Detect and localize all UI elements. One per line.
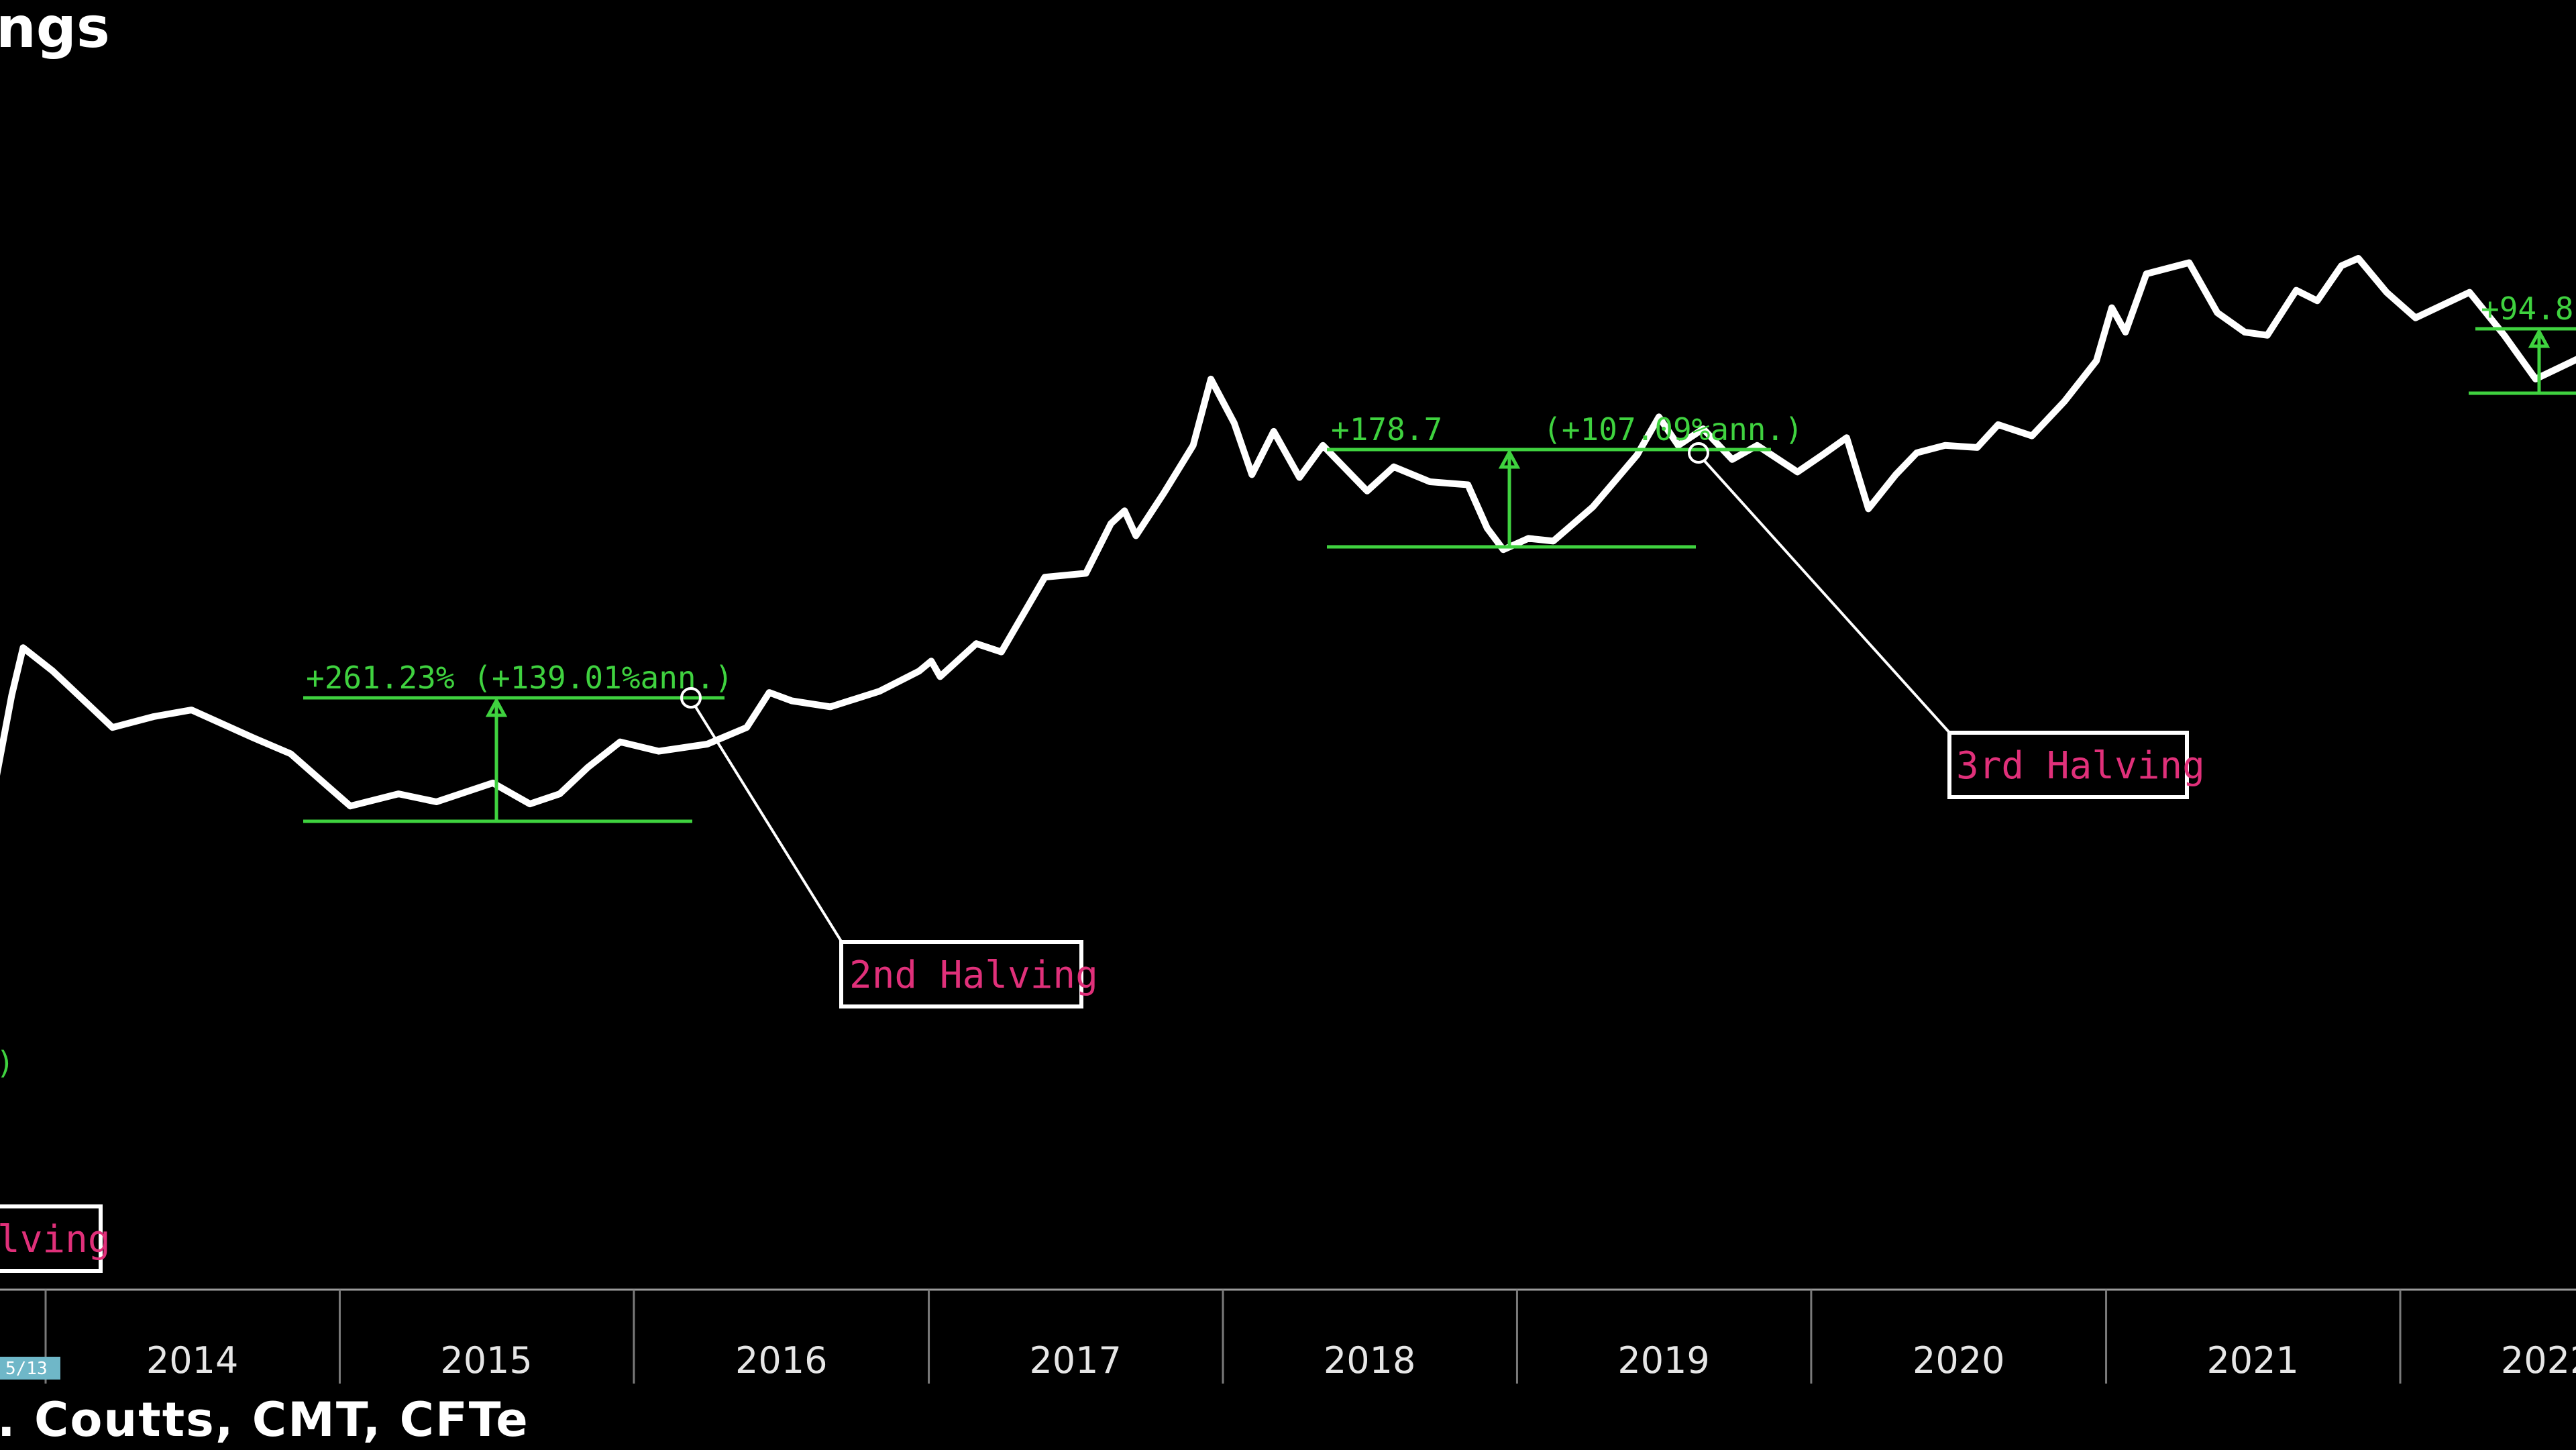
annotation-3-arrow-icon — [2528, 327, 2551, 348]
x-tick-label-2019: 2019 — [1617, 1339, 1709, 1382]
x-tick-label-2018: 2018 — [1324, 1339, 1415, 1382]
chart-title: ngs — [0, 0, 110, 60]
x-tick-label-2017: 2017 — [1029, 1339, 1121, 1382]
edge-date-badge-text: 5/13 — [5, 1359, 48, 1379]
halving-2-box — [839, 940, 1083, 1008]
edge-annotation-fragment: ) — [0, 1045, 15, 1081]
x-axis-tick-labels: 2014 2015 2016 2017 2018 2019 2020 2021 2022 — [146, 1339, 2576, 1382]
x-tick-label-2016: 2016 — [735, 1339, 827, 1382]
x-tick-label-2020: 2020 — [1913, 1339, 2004, 1382]
source-credit: . Coutts, CMT, CFTe — [0, 1392, 529, 1447]
halving-3-marker — [1688, 442, 1709, 464]
price-line — [0, 255, 2576, 810]
annotation-1-label: +261.23% (+139.01%ann.) — [306, 660, 733, 696]
edge-date-badge — [0, 1357, 60, 1380]
halving-3-box — [1947, 731, 2189, 799]
x-axis-tick-marks — [44, 1290, 2402, 1384]
annotation-2-suffix: (+107.09%ann.) — [1543, 411, 1803, 448]
halving-callouts: 2nd Halving 3rd Halving lving — [0, 442, 2205, 1273]
annotation-1-arrow-icon — [485, 696, 508, 717]
halving-1-label: lving — [0, 1218, 111, 1261]
x-tick-label-2022: 2022 — [2501, 1339, 2576, 1382]
annotation-2-arrow-icon — [1498, 448, 1521, 469]
annotation-3-label: +94.8 — [2481, 291, 2573, 327]
x-tick-label-2021: 2021 — [2206, 1339, 2298, 1382]
gain-annotations: +261.23% (+139.01%ann.) +178.7 (+107.09%a… — [0, 291, 2576, 1081]
halving-1-box — [0, 1204, 103, 1273]
x-tick-label-2015: 2015 — [440, 1339, 532, 1382]
annotation-2-text: +178.7 (+107.09%ann.) — [1331, 411, 1803, 448]
x-axis: 2014 2015 2016 2017 2018 2019 2020 2021 2022 5/1… — [0, 1288, 2576, 1384]
x-tick-label-2014: 2014 — [146, 1339, 238, 1382]
halving-3-leader-line — [1703, 459, 1952, 735]
halving-3-label: 3rd Halving — [1956, 744, 2205, 788]
halving-2-label: 2nd Halving — [849, 953, 1098, 997]
annotation-2-label: +178.7 — [1331, 411, 1442, 448]
halving-2-marker — [680, 687, 702, 709]
halving-2-leader-line — [694, 705, 844, 945]
